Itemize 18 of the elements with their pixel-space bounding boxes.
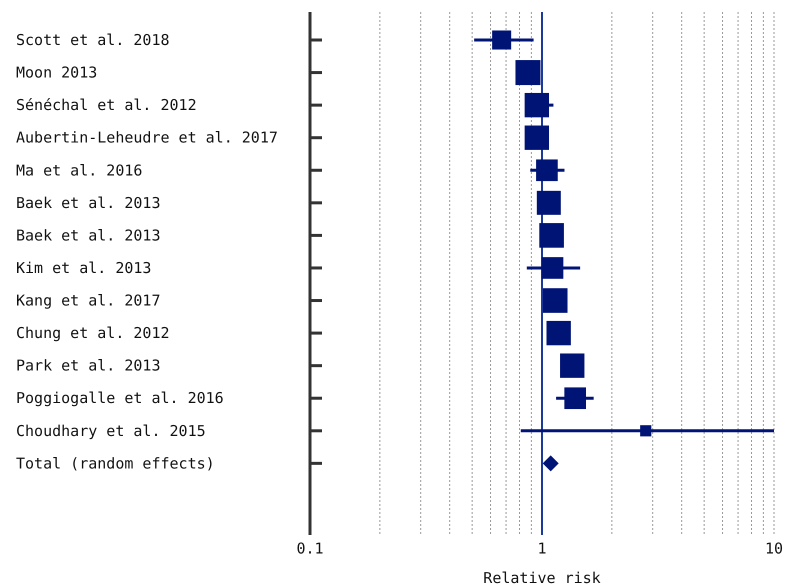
y-tick-label: Poggiogalle et al. 2016 bbox=[16, 389, 224, 408]
x-tick-label: 0.1 bbox=[296, 540, 324, 558]
y-tick-label: Moon 2013 bbox=[16, 64, 98, 82]
y-tick-label: Park et al. 2013 bbox=[16, 356, 160, 375]
y-tick-label: Ma et al. 2016 bbox=[16, 161, 142, 180]
y-tick-label: Choudhary et al. 2015 bbox=[16, 422, 206, 440]
x-tick-label: 10 bbox=[764, 540, 784, 558]
y-tick-label: Chung et al. 2012 bbox=[16, 324, 170, 342]
y-tick-label: Kang et al. 2017 bbox=[16, 292, 160, 310]
x-tick-label: 1 bbox=[537, 540, 547, 558]
y-tick-label: Scott et al. 2018 bbox=[16, 31, 170, 50]
y-tick-label: Baek et al. 2013 bbox=[16, 194, 160, 212]
y-tick-label: Baek et al. 2013 bbox=[16, 226, 160, 244]
y-tick-label: Sénéchal et al. 2012 bbox=[16, 96, 197, 114]
y-tick-label: Aubertin-Leheudre et al. 2017 bbox=[16, 128, 278, 147]
y-tick-label: Total (random effects) bbox=[16, 454, 215, 472]
y-tick-label: Kim et al. 2013 bbox=[16, 258, 152, 277]
x-axis-title: Relative risk bbox=[483, 569, 601, 585]
